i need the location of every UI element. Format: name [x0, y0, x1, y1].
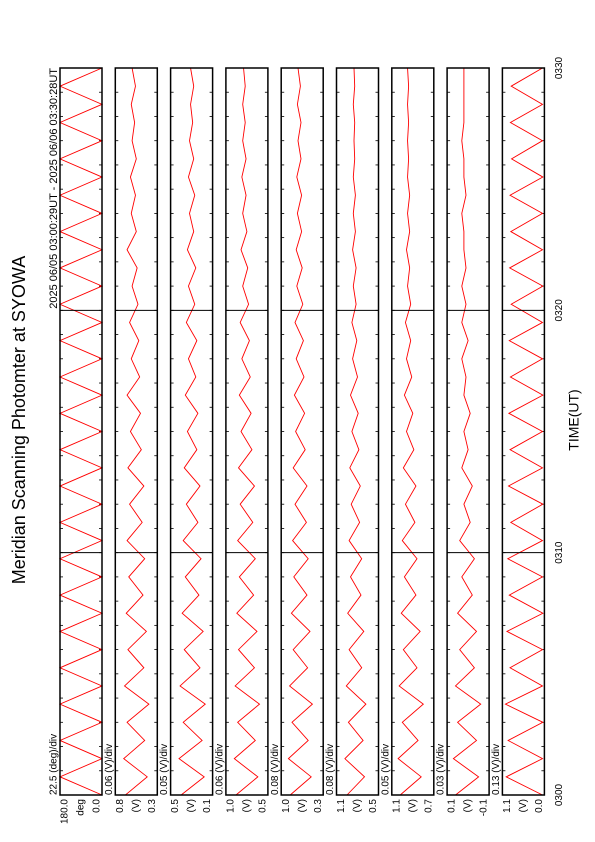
panel-scale-label: 0.06 (V)/div	[215, 744, 226, 795]
y-unit-label: (V)	[352, 799, 363, 812]
panel-frame	[501, 67, 546, 796]
y-tick-label: 0.8	[115, 799, 126, 813]
y-unit-label: (V)	[407, 799, 418, 812]
y-tick-label: 1.0	[281, 799, 292, 813]
data-line	[504, 67, 544, 796]
x-tick-label: 0310	[554, 541, 565, 564]
y-tick-label: 0.5	[170, 799, 181, 813]
data-line	[397, 67, 425, 796]
panel-scale-label: 0.08 (V)/div	[270, 744, 281, 795]
y-tick-label: 0.1	[447, 799, 458, 813]
y-tick-label: 1.1	[391, 799, 402, 813]
x-axis-label: TIME(UT)	[566, 389, 582, 450]
y-unit-label: (V)	[131, 799, 142, 812]
y-tick-label: 0.5	[258, 799, 269, 813]
panel-frame	[114, 67, 159, 796]
y-unit-label: (V)	[297, 799, 308, 812]
y-unit-label: (V)	[186, 799, 197, 812]
panel-frame	[391, 67, 435, 796]
chart-subtitle: 2025 06/05 03:00:29UT - 2025 06/06 03:30…	[48, 68, 60, 309]
y-tick-label: 0.1	[202, 799, 213, 813]
y-tick-label: 0.3	[147, 799, 158, 813]
panel-scale-label: 22.5 (deg)/div	[49, 734, 60, 795]
plot-area: Meridian Scanning Photomter at SYOWA 202…	[9, 56, 582, 824]
data-line	[344, 67, 367, 796]
y-tick-label: -0.1	[479, 799, 490, 817]
y-unit-label: deg	[76, 799, 87, 816]
y-tick-label: 0.7	[423, 799, 434, 813]
panel-scale-label: 0.03 (V)/div	[436, 744, 447, 795]
data-line	[233, 67, 261, 796]
panel-scale-label: 0.05 (V)/div	[159, 744, 170, 795]
y-tick-label: 0.5	[368, 799, 379, 813]
data-line	[178, 67, 206, 796]
panel-frame	[169, 67, 214, 796]
data-line	[58, 67, 104, 796]
panel-frame	[446, 67, 490, 796]
panel-scale-label: 0.13 (V)/div	[491, 744, 502, 795]
x-tick-label: 0330	[554, 56, 565, 79]
panel-frame	[335, 67, 380, 796]
panel-scale-label: 0.06 (V)/div	[104, 744, 115, 795]
y-tick-label: 1.0	[226, 799, 237, 813]
panel-frame	[225, 67, 269, 796]
y-tick-label: 180.0	[60, 799, 71, 824]
data-line	[287, 67, 314, 796]
y-tick-label: 0.0	[92, 799, 103, 813]
y-tick-label: 0.0	[534, 799, 545, 813]
panel-scale-label: 0.08 (V)/div	[325, 744, 336, 795]
panel-scale-label: 0.05 (V)/div	[380, 744, 391, 795]
chart-title: Meridian Scanning Photomter at SYOWA	[9, 256, 29, 584]
x-tick-label: 0300	[554, 783, 565, 806]
panel-frame	[280, 67, 324, 796]
y-unit-label: (V)	[242, 799, 253, 812]
panel-frame	[59, 67, 103, 796]
data-line	[122, 67, 150, 796]
x-tick-label: 0320	[554, 299, 565, 322]
y-tick-label: 1.1	[502, 799, 513, 813]
y-unit-label: (V)	[463, 799, 474, 812]
y-unit-label: (V)	[518, 799, 529, 812]
data-line	[452, 68, 482, 796]
y-tick-label: 1.1	[336, 799, 347, 813]
y-tick-label: 0.3	[313, 799, 324, 813]
